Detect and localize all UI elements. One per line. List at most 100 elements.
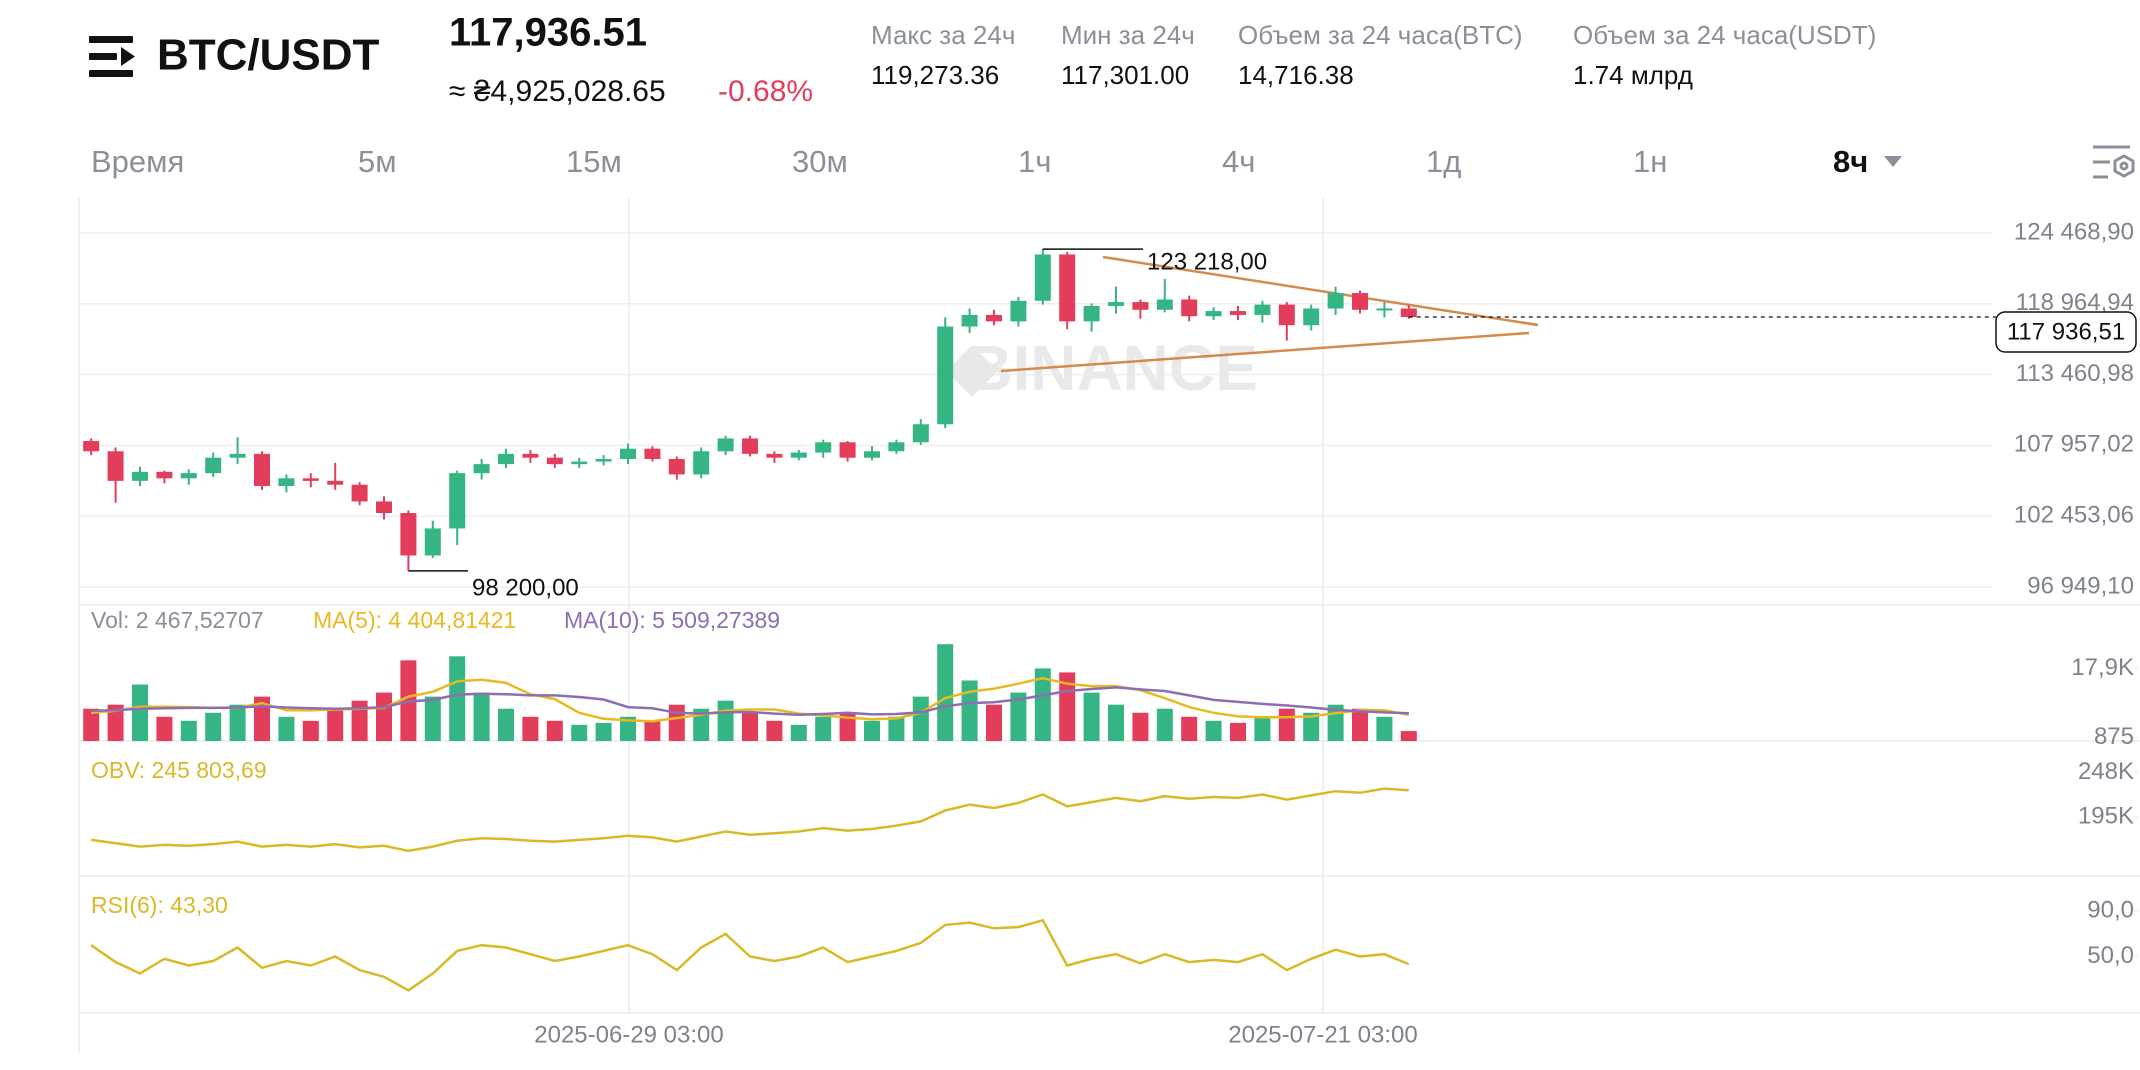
timeframe-tab[interactable]: 1ч	[1018, 144, 1051, 179]
stat-value: 14,716.38	[1238, 60, 1354, 90]
volume-bar	[766, 720, 783, 741]
volume-bar	[668, 704, 685, 741]
candle-body	[278, 478, 295, 487]
volume-bar	[1108, 704, 1124, 741]
y-tick-label: 90,0	[2087, 897, 2134, 924]
candle-body	[1108, 302, 1124, 306]
candle-body	[693, 451, 710, 475]
volume-bar	[815, 716, 832, 741]
volume-bar	[1303, 712, 1320, 741]
y-tick-label: 96 949,10	[2027, 572, 2134, 599]
volume-bar	[1230, 722, 1246, 741]
ma5-legend: MA(5): 4 404,81421	[313, 607, 516, 633]
candle-body	[1205, 311, 1222, 317]
volume-bar	[693, 708, 710, 741]
volume-bar	[473, 692, 490, 741]
candle-body	[717, 438, 734, 452]
candle-body	[644, 448, 661, 459]
timeframe-tab[interactable]: 5м	[358, 144, 397, 179]
candle-body	[254, 453, 270, 487]
volume-bar	[1278, 708, 1295, 741]
timeframe-tab[interactable]: 4ч	[1222, 144, 1255, 179]
stat-label: Макс за 24ч	[871, 20, 1015, 50]
y-tick-label: 102 453,06	[2014, 502, 2134, 529]
last-price: 117,936.51	[449, 11, 647, 55]
volume-bar	[1083, 692, 1100, 741]
menu-icon[interactable]	[89, 36, 135, 77]
volume-bar	[1352, 708, 1368, 741]
timeframe-tab[interactable]: 1н	[1633, 144, 1667, 179]
candle-body	[986, 314, 1002, 322]
volume-bar	[937, 644, 954, 741]
volume-bar	[790, 724, 807, 741]
plot	[83, 248, 1996, 992]
stat-label: Объем за 24 часа(USDT)	[1573, 20, 1876, 50]
timeframe-tab[interactable]: 8ч	[1833, 144, 1868, 179]
volume-bar	[1034, 668, 1051, 741]
candle-body	[1327, 293, 1344, 309]
volume-bar	[1254, 716, 1271, 741]
candle-body	[1400, 308, 1417, 318]
candle-body	[766, 453, 783, 458]
last-price-box	[1995, 311, 2137, 353]
volume-bar	[376, 692, 392, 741]
candle-body	[205, 457, 222, 474]
obv-legend: OBV: 245 803,69	[91, 757, 267, 783]
volume-bar	[278, 716, 295, 741]
pane-frame	[78, 198, 2140, 1053]
watermark: BINANCE	[966, 332, 1258, 404]
y-tick-label: 124 468,90	[2014, 218, 2134, 245]
candle-body	[473, 464, 490, 474]
volume-bar	[571, 724, 588, 741]
candle-body	[1059, 254, 1076, 322]
volume-bar	[961, 680, 978, 741]
timeframe-tabs: Время 5м 15м 30м 1ч 4ч 1д 1н 8ч	[91, 144, 1902, 179]
volume-bar	[424, 696, 441, 741]
candle-body	[961, 314, 978, 327]
high-label: 123 218,00	[1147, 248, 1267, 275]
volume-bar	[986, 704, 1002, 741]
volume-bar	[839, 712, 856, 741]
volume-bar	[522, 716, 539, 741]
candle-body	[498, 453, 514, 465]
stat-label: Мин за 24ч	[1061, 20, 1195, 50]
y-tick-label: 50,0	[2087, 942, 2134, 969]
volume-bar	[644, 720, 661, 741]
y-tick-label: 17,9K	[2071, 654, 2134, 681]
y-tick-label: 248K	[2078, 758, 2134, 785]
candle-body	[888, 442, 905, 452]
volume-bar	[912, 696, 929, 741]
last-price-label: 117 936,51	[2007, 318, 2125, 345]
timeframe-tab[interactable]: Время	[91, 144, 184, 179]
volume-bar	[1132, 712, 1149, 741]
candle-body	[742, 438, 758, 454]
timeframe-tab[interactable]: 15м	[566, 144, 622, 179]
x-label: 2025-06-29 03:00	[534, 1021, 724, 1048]
candle-body	[1010, 300, 1027, 322]
timeframe-tab[interactable]: 30м	[792, 144, 848, 179]
rsi-line	[90, 918, 1410, 992]
candle-body	[132, 471, 148, 481]
volume-bar	[229, 704, 246, 741]
candle-body	[522, 453, 539, 458]
dropdown-arrow[interactable]	[1884, 156, 1902, 167]
volume-bar	[132, 684, 148, 741]
ma10-legend: MA(10): 5 509,27389	[564, 607, 780, 633]
candle-body	[546, 457, 563, 465]
candle-body	[815, 442, 832, 453]
volume-bar	[156, 716, 173, 741]
volume-bar	[498, 708, 514, 741]
stat-value: 117,301.00	[1061, 60, 1189, 90]
volume-ma-line	[91, 686, 1409, 717]
volume-bar	[620, 716, 636, 741]
y-tick-label: 113 460,98	[2016, 360, 2134, 387]
volume-bar	[327, 708, 344, 741]
timeframe-tab[interactable]: 1д	[1426, 144, 1461, 179]
candle-body	[424, 528, 441, 556]
volume-bar	[1205, 720, 1222, 741]
settings-icon[interactable]	[2093, 145, 2135, 179]
volume-bar	[864, 720, 880, 741]
volume-bar	[205, 712, 222, 741]
candle-body	[1376, 308, 1393, 311]
